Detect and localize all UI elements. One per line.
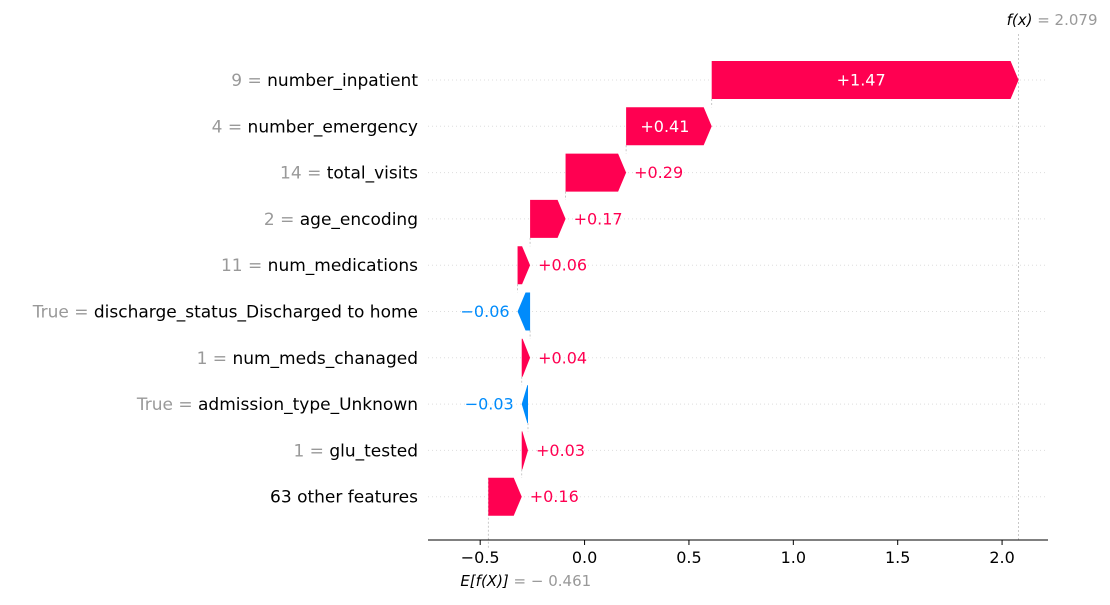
feature-label: 11 = num_medications [221, 256, 418, 276]
waterfall-bar [521, 431, 528, 470]
feature-value: True = [32, 303, 94, 323]
waterfall-bar [530, 199, 566, 238]
feature-value: 1 = [197, 349, 233, 369]
final-value-number: = 2.079 [1037, 11, 1097, 29]
bar-value-label: +0.06 [538, 256, 587, 275]
feature-label: 1 = num_meds_chanaged [197, 349, 418, 369]
base-value-number: = − 0.461 [514, 572, 592, 590]
waterfall-bar [626, 107, 712, 146]
feature-label: 14 = total_visits [280, 164, 418, 184]
feature-name: number_inpatient [267, 71, 418, 91]
final-value-symbol: f(x) [1007, 11, 1038, 29]
feature-label: 63 other features [270, 488, 418, 508]
x-tick-label: −0.5 [461, 548, 500, 567]
feature-value: 9 = [231, 71, 267, 91]
bar-value-label: +0.17 [574, 209, 623, 228]
feature-label: 9 = number_inpatient [231, 71, 418, 91]
bar-value-label: +0.16 [530, 487, 579, 506]
waterfall-bar [565, 153, 627, 192]
bar-value-label: +0.29 [634, 163, 683, 182]
waterfall-bar [517, 246, 531, 285]
waterfall-bar [488, 477, 522, 516]
labels-layer: +1.47 9 = number_inpatient +0.41 4 = number… [32, 71, 886, 508]
base-value-annotation: E[f(X)] = − 0.461 [460, 572, 591, 590]
waterfall-bar [711, 61, 1019, 99]
reference-lines [487, 34, 1019, 548]
bar-value-label: −0.06 [461, 302, 510, 321]
feature-name: discharge_status_Discharged to home [94, 303, 418, 323]
waterfall-bar [521, 385, 528, 424]
feature-name: 63 other features [270, 488, 418, 508]
x-axis: −0.5 0.0 0.5 1.0 1.5 2.0 E[f(X)] = − 0.461 f(x)… [428, 11, 1097, 590]
bar-value-label: +0.03 [536, 441, 585, 460]
bar-value-label: +0.04 [538, 348, 587, 367]
bars-layer [488, 61, 1019, 516]
feature-name: age_encoding [300, 210, 418, 230]
bar-value-label: +0.41 [640, 117, 689, 136]
waterfall-bar [517, 292, 531, 331]
feature-value: 11 = [221, 256, 268, 276]
x-tick-label: 1.5 [885, 548, 910, 567]
feature-name: total_visits [327, 164, 418, 184]
feature-label: 4 = number_emergency [212, 117, 418, 137]
feature-name: glu_tested [329, 441, 418, 461]
feature-name: num_meds_chanaged [232, 349, 418, 369]
x-tick-label: 2.0 [989, 548, 1014, 567]
feature-label: 2 = age_encoding [264, 210, 418, 230]
x-tick-label: 0.0 [572, 548, 597, 567]
grid-layer [428, 79, 1048, 498]
x-tick-label: 0.5 [676, 548, 701, 567]
x-tick-label: 1.0 [781, 548, 806, 567]
feature-value: True = [136, 395, 198, 415]
feature-label: True = discharge_status_Discharged to ho… [32, 303, 418, 323]
feature-label: True = admission_type_Unknown [136, 395, 418, 415]
feature-value: 2 = [264, 210, 300, 230]
final-value-annotation: f(x) = 2.079 [1007, 11, 1098, 29]
feature-label: 1 = glu_tested [293, 441, 418, 461]
bar-value-label: +1.47 [837, 71, 886, 90]
feature-value: 1 = [293, 441, 329, 461]
feature-value: 4 = [212, 117, 248, 137]
feature-value: 14 = [280, 164, 327, 184]
bar-value-label: −0.03 [465, 395, 514, 414]
feature-name: num_medications [268, 256, 418, 276]
base-value-symbol: E[f(X)] [460, 572, 513, 590]
waterfall-bar [521, 338, 531, 377]
feature-name: number_emergency [248, 117, 418, 137]
feature-name: admission_type_Unknown [198, 395, 418, 415]
